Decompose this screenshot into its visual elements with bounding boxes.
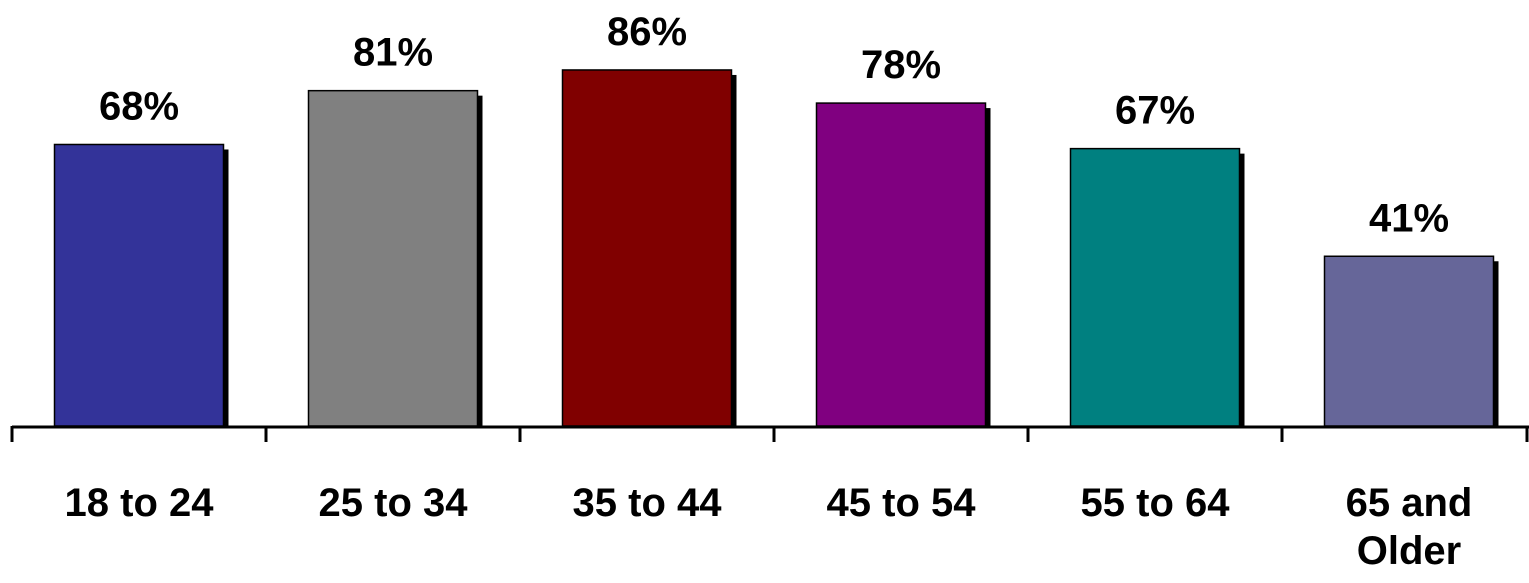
bar	[1069, 147, 1241, 427]
data-label: 67%	[1115, 89, 1195, 133]
bar	[307, 89, 479, 427]
bar	[53, 143, 225, 427]
category-label: 25 to 34	[319, 481, 469, 525]
category-label: 65 and Older	[1346, 481, 1473, 573]
category-label: 55 to 64	[1081, 481, 1231, 525]
category-label: 18 to 24	[65, 481, 215, 525]
data-label: 78%	[861, 43, 941, 87]
bar	[815, 102, 987, 427]
data-label: 81%	[353, 31, 433, 75]
category-label: 35 to 44	[573, 481, 723, 525]
data-label: 68%	[99, 84, 179, 128]
bar	[1323, 255, 1495, 427]
labels-group: 68% 18 to 24 81% 25 to 34 86% 35 to 44 78% 45 t…	[65, 10, 1473, 573]
bar	[561, 69, 733, 427]
data-label: 86%	[607, 10, 687, 54]
data-label: 41%	[1369, 196, 1449, 240]
bars-group	[53, 69, 1499, 427]
category-label: 45 to 54	[827, 481, 977, 525]
x-axis	[10, 425, 1529, 442]
